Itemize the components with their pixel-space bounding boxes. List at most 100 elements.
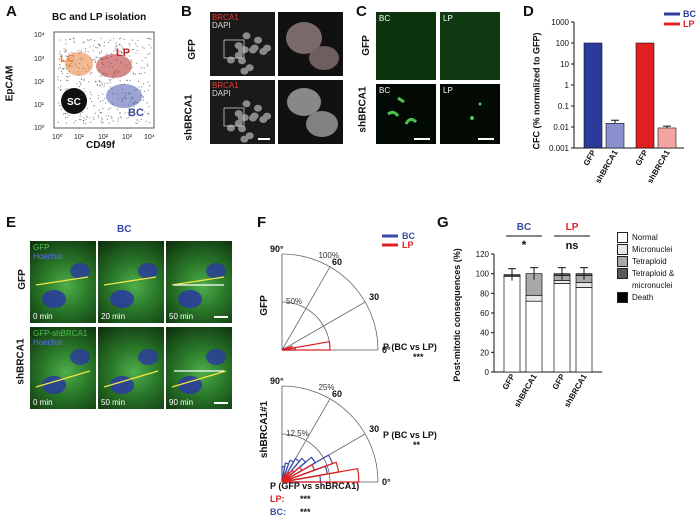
rose-wedge-lp (281, 469, 295, 483)
timepoint-label: 0 min (33, 312, 53, 321)
stacked-segment (503, 276, 521, 373)
f-bottom-row-label: shBRCA1#1 (259, 400, 271, 459)
gate-label-sc: SC (67, 97, 81, 108)
rose-wedge-lp (281, 461, 340, 483)
panel-label-c: C (356, 3, 367, 20)
gate-lc (65, 52, 93, 76)
angle-label: 90° (270, 376, 284, 386)
x-tick-label: shBRCA1 (593, 148, 620, 185)
panel-g-ylabel: Post-mitotic consequences (%) (451, 248, 462, 382)
gate-label-lp: LP (116, 47, 130, 59)
group-label: LP (566, 222, 579, 233)
facs-xtick: 10⁰ (52, 133, 63, 141)
facs-ytick: 10⁴ (34, 32, 45, 39)
stain-label-dapi: DAPI (212, 21, 231, 30)
radial-grid-arc (281, 253, 379, 351)
timepoint-label: 0 min (33, 398, 53, 407)
live-imaging-frame: GFP Hoechst 0 min (30, 241, 96, 323)
f-comparison-title: P (GFP vs shBRCA1) (270, 481, 360, 491)
facs-ytick: 10² (34, 79, 45, 86)
y-tick-label: 0 (485, 368, 490, 377)
panel-label-e: E (6, 214, 17, 231)
facs-xtick: 10¹ (74, 134, 85, 141)
rose-wedge-bc (281, 462, 290, 483)
gate-lp (96, 54, 132, 78)
rose-wedge-lp (281, 471, 291, 483)
y-tick-label: 60 (480, 309, 489, 318)
f-top-pvalue: P (BC vs LP) *** (383, 342, 437, 362)
rose-wedge-lp (281, 340, 331, 351)
f-comparison-block: P (GFP vs shBRCA1) LP: *** BC: *** (270, 480, 359, 519)
x-tick-label: shBRCA1 (512, 372, 539, 409)
legend-label: Normal (632, 233, 658, 242)
panel-c-row-label-shbrca1: shBRCA1 (357, 86, 369, 133)
col-label-lp: LP (443, 14, 453, 23)
live-imaging-frame: GFP-shBRCA1 Hoechst 0 min (30, 327, 96, 409)
y-tick-label: 1000 (551, 18, 569, 27)
bar (605, 123, 625, 149)
x-tick-label: GFP (551, 372, 567, 391)
brca1-shbrca1-zoom (278, 80, 343, 144)
f-comparison-bc: BC: *** (270, 507, 311, 517)
y-tick-label: 10 (560, 60, 569, 69)
cfc-gfp-bc: BC (376, 12, 436, 80)
radius-label: 100% (318, 251, 338, 260)
legend-item: Micronuclei (617, 244, 699, 256)
rose-wedge-lp (281, 467, 360, 483)
col-label-bc: BC (379, 86, 391, 95)
legend-swatch (617, 232, 628, 244)
gate-label-lc: LC (60, 53, 75, 65)
angle-label: 30 (369, 424, 379, 434)
y-tick-label: 20 (480, 348, 489, 357)
stacked-segment (553, 283, 571, 373)
legend-swatch (617, 292, 628, 304)
brca1-gfp-overview: BRCA1 DAPI (210, 12, 275, 76)
y-tick-label: 1 (565, 81, 570, 90)
facs-ytick: 10¹ (34, 102, 45, 109)
legend-item: Normal (617, 232, 699, 244)
y-tick-label: 100 (476, 270, 490, 279)
radius-label: 25% (318, 383, 334, 392)
rose-wedge-lp (281, 345, 294, 351)
legend-item: micronuclei (617, 280, 699, 292)
live-imaging-frame: 50 min (166, 241, 232, 323)
angle-label: 0° (382, 345, 391, 355)
bar (583, 42, 603, 149)
f-top-row-label: GFP (258, 295, 270, 316)
rose-wedge-lp (281, 347, 286, 351)
rose-wedge-bc (281, 466, 286, 483)
x-tick-label: shBRCA1 (645, 148, 672, 185)
legend-swatch (617, 256, 628, 268)
brca1-gfp-zoom (278, 12, 343, 76)
angle-label: 90° (270, 244, 284, 254)
panel-a-ylabel: EpCAM (4, 65, 16, 102)
y-tick-label: 0.1 (558, 102, 570, 111)
x-tick-label: GFP (501, 372, 517, 391)
stain-label-hoechst: Hoechst (33, 338, 63, 347)
y-tick-label: 0.01 (553, 123, 569, 132)
f-bottom-pvalue: P (BC vs LP) ** (383, 430, 437, 450)
y-tick-label: 100 (556, 39, 570, 48)
panel-g-legend: Normal Micronuclei Tetraploid Tetraploid & m… (617, 232, 699, 304)
stain-label-gfp: GFP (33, 243, 50, 252)
col-label-lp: LP (443, 86, 453, 95)
legend-label: LP (683, 19, 695, 29)
panel-b-row-label-gfp: GFP (186, 39, 198, 60)
live-imaging-frame: 20 min (98, 241, 164, 323)
angle-label: 0° (382, 477, 391, 487)
panel-label-a: A (6, 3, 17, 20)
legend-item: Death (617, 292, 699, 304)
gate-bc (106, 84, 142, 108)
facs-ytick: 10³ (34, 56, 45, 63)
stain-label-dapi: DAPI (212, 89, 231, 98)
rose-wedge-lp (281, 466, 303, 483)
panel-label-f: F (257, 214, 267, 231)
col-label-bc: BC (379, 14, 391, 23)
rose-wedge-bc (281, 459, 295, 483)
rose-wedge-lp (281, 477, 284, 483)
cfc-shbrca1-lp: LP (440, 84, 500, 144)
panel-e-row-label-gfp: GFP (16, 269, 28, 290)
gate-sc (61, 88, 87, 114)
rose-wedge-bc (281, 457, 301, 483)
timepoint-label: 20 min (101, 312, 126, 321)
